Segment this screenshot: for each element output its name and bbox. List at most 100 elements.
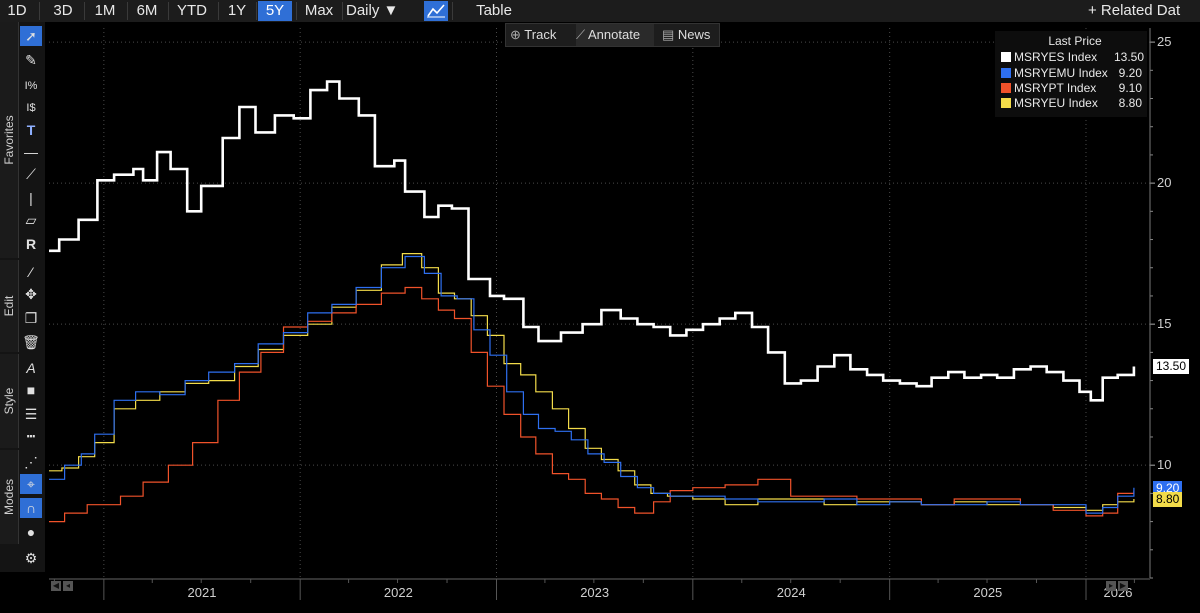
range-ytd-button[interactable]: YTD xyxy=(177,2,207,19)
chart-legend: Last Price MSRYES Index 13.50 MSRYEMU In… xyxy=(995,31,1147,117)
last-price-tag: 13.50 xyxy=(1153,359,1190,375)
scroll-left-icon[interactable]: ◀ xyxy=(51,581,61,591)
annotation-toolbar: ⊕ Track ⟋ Annotate ▤ News xyxy=(505,23,720,47)
x-tick-label: 2022 xyxy=(384,585,413,600)
text-tool-icon[interactable]: T xyxy=(26,122,36,138)
toolbar-divider xyxy=(296,2,297,20)
range-3d-button[interactable]: 3D xyxy=(53,2,73,19)
retracement-tool-icon[interactable]: R xyxy=(25,236,37,252)
font-style-icon[interactable]: A xyxy=(26,360,36,376)
line-style-icon[interactable]: ┅ xyxy=(26,428,36,444)
y-tick-label: 15 xyxy=(1157,316,1171,331)
range-max-button[interactable]: Max xyxy=(304,2,334,19)
favorites-tab[interactable]: Favorites xyxy=(0,22,19,258)
news-label: News xyxy=(677,27,711,42)
line-weight-icon[interactable]: ☰ xyxy=(24,406,38,422)
pointer-tool-icon[interactable]: ➚ xyxy=(20,26,42,46)
legend-item-name: MSRYPT Index xyxy=(1014,81,1097,95)
toolbar-divider xyxy=(168,2,169,20)
scroll-right-icon[interactable]: ▶ xyxy=(1118,581,1128,591)
track-label: Track xyxy=(524,27,557,42)
legend-swatch xyxy=(1001,52,1011,62)
toolbar-divider xyxy=(452,2,453,20)
x-tick-label: 2025 xyxy=(973,585,1002,600)
legend-item-value: 9.10 xyxy=(1118,81,1142,95)
toolbar-divider xyxy=(84,2,85,20)
x-tick-label: 2023 xyxy=(580,585,609,600)
color-mode-icon[interactable]: ● xyxy=(26,524,36,540)
scroll-step-right-icon[interactable]: ▸ xyxy=(1106,581,1116,591)
range-5y-button[interactable]: 5Y xyxy=(258,1,292,21)
modes-tab-label: Modes xyxy=(2,478,16,516)
legend-swatch xyxy=(1001,98,1011,108)
scroll-step-left-icon[interactable]: ◂ xyxy=(63,581,73,591)
dotted-line-icon[interactable]: ⋰ xyxy=(24,454,38,470)
series-line xyxy=(49,255,1135,514)
vertical-line-icon[interactable]: | xyxy=(29,190,33,206)
modes-tab[interactable]: Modes xyxy=(0,450,19,544)
chart-toolbar: 1D 3D 1M 6M YTD 1Y 5Y Max Daily ▼ Table … xyxy=(0,0,1200,22)
range-6m-button[interactable]: 6M xyxy=(136,2,158,19)
left-tool-strip: Favorites Edit Style Modes ➚ ✎ I% I$ T —… xyxy=(0,22,45,572)
legend-item-name: MSRYEU Index xyxy=(1014,96,1098,110)
last-price-tag: 8.80 xyxy=(1153,492,1183,508)
chart-series xyxy=(49,80,1136,523)
toolbar-divider xyxy=(342,2,343,20)
annotate-icon: ⟋ xyxy=(576,27,586,42)
legend-item-value: 13.50 xyxy=(1114,50,1145,64)
line-chart-icon xyxy=(427,4,445,18)
y-tick-label: 10 xyxy=(1157,457,1171,472)
edit-tab-label: Edit xyxy=(2,295,16,317)
style-tab-label: Style xyxy=(2,387,16,415)
track-button[interactable]: ⊕ Track xyxy=(510,24,570,46)
x-tick-label: 2021 xyxy=(188,585,217,600)
move-tool-icon[interactable]: ✥ xyxy=(25,286,37,302)
favorites-tab-label: Favorites xyxy=(2,115,16,165)
legend-item-name: MSRYEMU Index xyxy=(1014,66,1108,80)
annotate-label: Annotate xyxy=(588,27,641,42)
crosshair-mode-icon[interactable]: ⌖ xyxy=(20,474,42,494)
chart-type-button[interactable] xyxy=(424,1,448,21)
crosshair-icon: ⊕ xyxy=(510,27,521,42)
fill-color-icon[interactable]: ■ xyxy=(26,382,36,398)
horizontal-line-icon[interactable]: — xyxy=(24,144,38,160)
y-tick-label: 20 xyxy=(1157,175,1171,190)
toolbar-divider xyxy=(39,2,40,20)
annotate-button[interactable]: ⟋ Annotate xyxy=(576,24,654,46)
range-1d-button[interactable]: 1D xyxy=(7,2,27,19)
trash-icon[interactable]: 🗑 xyxy=(22,334,40,350)
legend-item-value: 8.80 xyxy=(1118,96,1142,110)
legend-title: Last Price xyxy=(1048,34,1102,48)
percent-tool-icon[interactable]: I% xyxy=(24,80,38,92)
gear-icon[interactable]: ⚙ xyxy=(24,550,38,566)
news-button[interactable]: ▤ News xyxy=(662,24,718,46)
last-price-tag: 9.20 xyxy=(1153,480,1183,496)
legend-swatch xyxy=(1001,68,1011,78)
frequency-dropdown[interactable]: Daily ▼ xyxy=(346,2,399,19)
range-1m-button[interactable]: 1M xyxy=(94,2,116,19)
trend-line-icon[interactable]: ⟋ xyxy=(26,166,36,182)
draw-tool-icon[interactable]: ⁄ xyxy=(29,264,33,280)
y-tick-label: 25 xyxy=(1157,34,1171,49)
edit-tab[interactable]: Edit xyxy=(0,260,19,352)
legend-item-value: 9.20 xyxy=(1118,66,1142,80)
related-data-button[interactable]: + Related Dat xyxy=(1088,2,1181,19)
table-button[interactable]: Table xyxy=(476,2,512,19)
channel-tool-icon[interactable]: ▱ xyxy=(25,212,37,228)
toolbar-divider xyxy=(218,2,219,20)
series-line xyxy=(49,253,1135,511)
chart-grid xyxy=(49,28,1150,578)
magnet-mode-icon[interactable]: ∩ xyxy=(20,498,42,518)
pencil-tool-icon[interactable]: ✎ xyxy=(25,52,37,68)
news-icon: ▤ xyxy=(662,27,675,42)
dollar-tool-icon[interactable]: I$ xyxy=(26,102,36,114)
series-line xyxy=(49,80,1136,402)
style-tab[interactable]: Style xyxy=(0,354,19,448)
toolbar-divider xyxy=(127,2,128,20)
series-line xyxy=(49,286,1135,523)
range-1y-button[interactable]: 1Y xyxy=(227,2,247,19)
copy-tool-icon[interactable]: ❐ xyxy=(24,310,38,326)
x-axis: 2021 2022 2023 2024 2025 2026 xyxy=(49,578,1150,600)
legend-swatch xyxy=(1001,83,1011,93)
